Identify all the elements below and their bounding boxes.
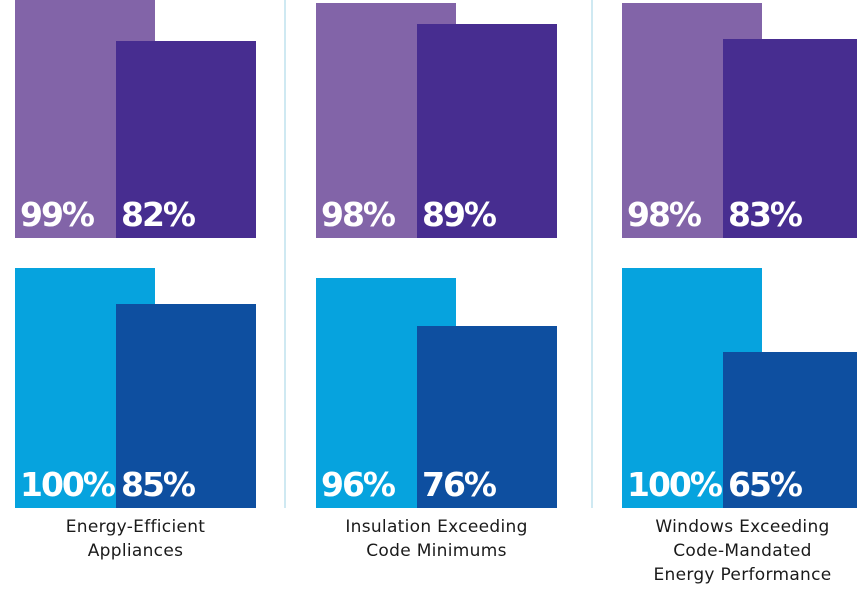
category-label: Windows Exceeding Code-Mandated Energy Per… <box>628 515 857 587</box>
category-label-line: Energy Performance <box>653 565 832 585</box>
data-label: 96% <box>321 465 396 504</box>
category-label-line: Code Minimums <box>366 541 507 561</box>
data-label: 100% <box>20 465 116 504</box>
data-label: 85% <box>121 465 196 504</box>
category-label: Energy-Efficient Appliances <box>21 515 251 563</box>
data-label: 99% <box>20 195 95 234</box>
data-label: 65% <box>728 465 803 504</box>
group-divider <box>591 0 593 508</box>
data-label: 89% <box>422 195 497 234</box>
category-label-line: Insulation Exceeding <box>345 517 528 537</box>
data-label: 82% <box>121 195 196 234</box>
data-label: 98% <box>321 195 396 234</box>
category-label-line: Windows Exceeding <box>655 517 830 537</box>
category-label-line: Appliances <box>87 541 184 561</box>
bar <box>116 41 256 238</box>
category-label: Insulation Exceeding Code Minimums <box>322 515 552 563</box>
category-label-line: Code-Mandated <box>673 541 812 561</box>
data-label: 100% <box>627 465 723 504</box>
bar <box>116 304 256 508</box>
bar <box>723 352 857 508</box>
bar <box>723 39 857 238</box>
category-label-line: Energy-Efficient <box>65 517 206 537</box>
data-label: 98% <box>627 195 702 234</box>
bar <box>417 24 557 238</box>
bar <box>417 326 557 508</box>
data-label: 83% <box>728 195 803 234</box>
group-divider <box>284 0 286 508</box>
data-label: 76% <box>422 465 497 504</box>
